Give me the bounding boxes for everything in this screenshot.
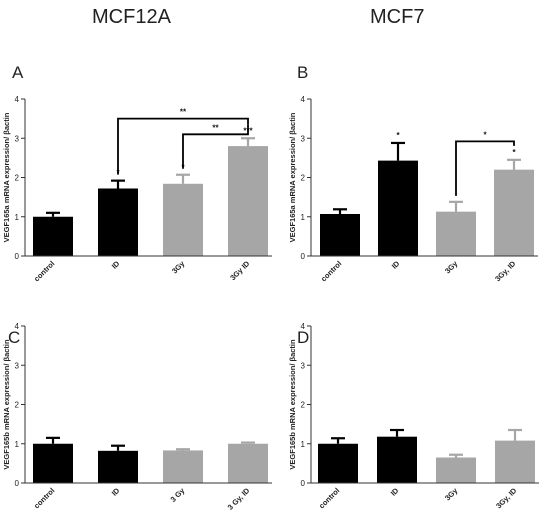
- panel-letter-b: B: [297, 63, 308, 82]
- bar-d-0: [318, 443, 358, 483]
- y-tick-label-d-2: 2: [301, 401, 306, 410]
- bar-d-2: [436, 457, 476, 483]
- y-tick-label-c-0: 0: [15, 479, 20, 488]
- bar-a-2: [163, 183, 203, 256]
- category-label-a-3: 3Gy ID: [228, 259, 252, 283]
- bar-c-3: [228, 443, 268, 483]
- column-title-mcf7: MCF7: [370, 6, 425, 28]
- column-title-mcf12a: MCF12A: [92, 6, 171, 28]
- bar-a-3: [228, 146, 268, 256]
- category-label-a-2: 3Gy: [170, 258, 187, 275]
- bar-c-1: [98, 450, 138, 483]
- y-tick-label-d-1: 1: [301, 440, 306, 449]
- bracket-label-b-0: *: [483, 130, 487, 139]
- y-tick-label-b-4: 4: [301, 95, 306, 104]
- panel-letter-d: D: [297, 328, 309, 347]
- bar-b-2: [436, 211, 476, 256]
- category-label-a-1: ID: [110, 259, 122, 271]
- bar-c-0: [33, 443, 73, 483]
- y-tick-label-c-3: 3: [15, 361, 20, 370]
- y-tick-label-c-2: 2: [15, 401, 20, 410]
- y-tick-label-d-3: 3: [301, 361, 306, 370]
- category-label-b-1: ID: [390, 259, 402, 271]
- category-label-d-3: 3Gy, ID: [494, 486, 519, 511]
- category-label-b-0: control: [319, 259, 343, 283]
- bar-b-1: [378, 160, 418, 256]
- category-label-a-0: control: [32, 259, 56, 283]
- y-tick-label-a-2: 2: [15, 174, 20, 183]
- category-label-d-2: 3Gy: [443, 485, 460, 502]
- bar-c-2: [163, 450, 203, 483]
- significance-bracket-b-0: [455, 140, 515, 196]
- category-label-b-3: 3Gy, ID: [493, 259, 518, 284]
- bar-b-3: [494, 169, 534, 256]
- y-axis-label-b: VEGF165a mRNA expression/ βactin: [288, 112, 297, 242]
- y-tick-label-c-4: 4: [15, 322, 20, 331]
- bar-a-0: [33, 216, 73, 256]
- bar-d-1: [377, 436, 417, 483]
- significance-star-b-3: *: [512, 148, 516, 157]
- significance-bracket-a-0: [117, 117, 249, 175]
- category-label-d-1: ID: [389, 486, 401, 498]
- y-tick-label-a-4: 4: [15, 95, 20, 104]
- category-label-d-0: control: [317, 486, 341, 510]
- bracket-label-a-0: **: [180, 108, 187, 117]
- y-axis-label-a: VEGF165a mRNA expression/ βactin: [2, 112, 11, 242]
- panel-letter-a: A: [12, 63, 24, 82]
- y-tick-label-b-2: 2: [301, 174, 306, 183]
- y-tick-label-d-0: 0: [301, 479, 306, 488]
- category-label-c-2: 3 Gy: [169, 485, 187, 503]
- category-label-c-3: 3 Gy, ID: [226, 486, 252, 512]
- y-tick-label-c-1: 1: [15, 440, 20, 449]
- y-tick-label-b-1: 1: [301, 213, 306, 222]
- y-tick-label-a-0: 0: [15, 252, 20, 261]
- y-tick-label-a-1: 1: [15, 213, 20, 222]
- category-label-c-1: ID: [110, 486, 122, 498]
- significance-star-b-1: *: [396, 131, 400, 140]
- y-axis-label-d: VEGF165b mRNA expression/ βactin: [288, 339, 297, 470]
- category-label-c-0: control: [32, 486, 56, 510]
- panel-letter-c: C: [8, 328, 20, 347]
- y-tick-label-b-3: 3: [301, 134, 306, 143]
- y-tick-label-d-4: 4: [301, 322, 306, 331]
- bracket-label-a-1: **: [212, 123, 219, 132]
- bar-a-1: [98, 188, 138, 256]
- category-label-b-2: 3Gy: [443, 258, 460, 275]
- bar-b-0: [320, 214, 360, 256]
- bar-d-3: [495, 440, 535, 483]
- y-axis-label-c: VEGF165b mRNA expression/ βactin: [2, 339, 11, 470]
- significance-bracket-a-1: [182, 124, 249, 169]
- y-tick-label-a-3: 3: [15, 134, 20, 143]
- y-tick-label-b-0: 0: [301, 252, 306, 261]
